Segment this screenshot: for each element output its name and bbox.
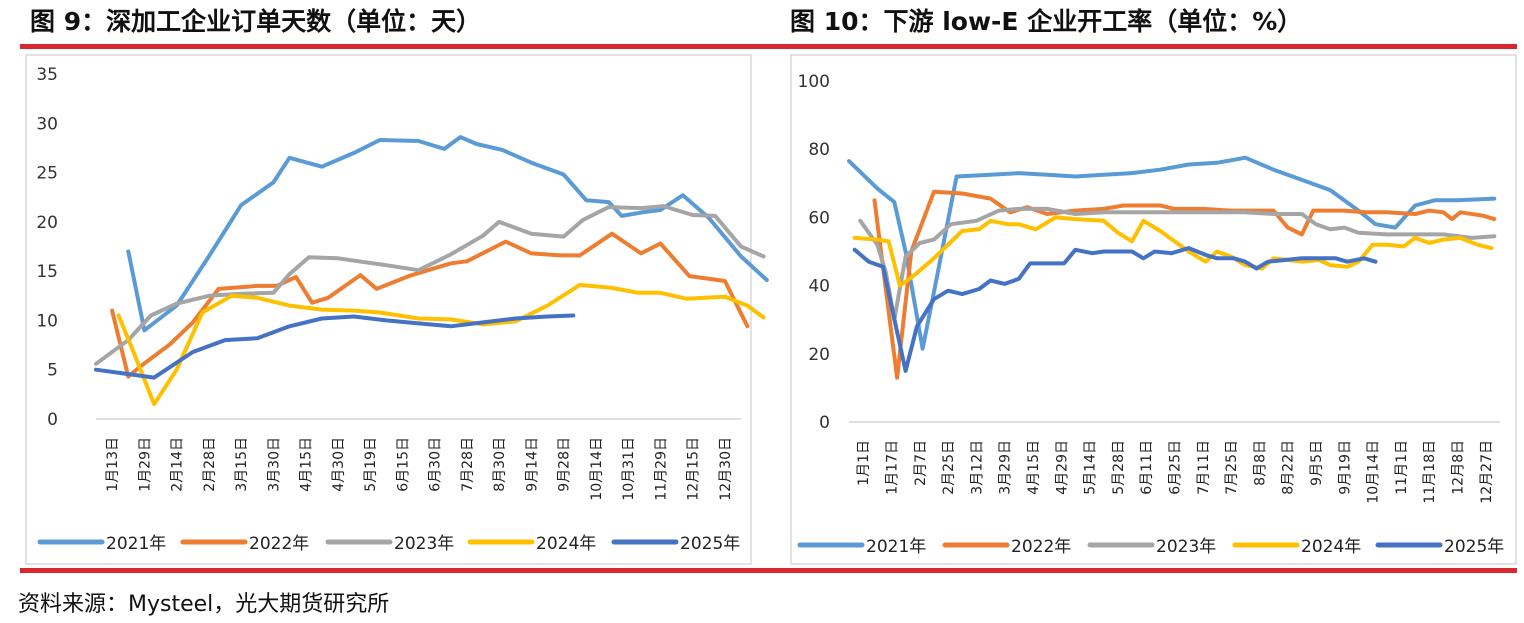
x-tick-label: 11月29日 — [653, 437, 669, 501]
y-tick-label: 0 — [819, 413, 830, 433]
legend-label: 2025年 — [680, 534, 740, 554]
x-tick-label: 2月14日 — [170, 437, 186, 492]
chart-left: 0 5 10 15 20 25 30 35 1月13日 1月29日 2月14日 2月28日 3月15日 3… — [36, 65, 769, 554]
x-tick-label: 5月28日 — [1111, 440, 1127, 495]
x-tick-label: 6月25日 — [1168, 440, 1184, 495]
legend-item-2023: 2023年 — [1087, 537, 1216, 557]
x-tick-label: 9月5日 — [1309, 440, 1325, 486]
legend-item-2021: 2021年 — [797, 537, 926, 557]
x-tick-label: 1月1日 — [856, 440, 872, 486]
x-tick-label: 11月18日 — [1422, 440, 1438, 504]
legend-item-2021: 2021年 — [37, 534, 166, 554]
accent-bar-top — [20, 44, 1517, 49]
chart-title-right: 图 10：下游 low-E 企业开工率（单位：%） — [790, 7, 1303, 36]
series-line-2021 — [126, 135, 769, 333]
y-tick-label: 80 — [808, 140, 830, 160]
chart-title-left: 图 9：深加工企业订单天数（单位：天） — [30, 7, 482, 36]
x-tick-label: 4月15日 — [1026, 440, 1042, 495]
x-tick-label: 6月11日 — [1139, 440, 1155, 495]
x-tick-label: 5月19日 — [363, 437, 379, 492]
legend-label: 2025年 — [1444, 537, 1504, 557]
x-tick-label: 7月25日 — [1224, 440, 1240, 495]
x-tick-label: 12月27日 — [1479, 440, 1495, 504]
x-tick-label: 7月11日 — [1196, 440, 1212, 495]
x-tick-label: 7月28日 — [460, 437, 476, 492]
y-tick-label: 20 — [36, 213, 58, 233]
x-tick-label: 2月7日 — [913, 440, 929, 486]
legend-item-2022: 2022年 — [180, 534, 309, 554]
legend-label: 2022年 — [1011, 537, 1071, 557]
legend-item-2024: 2024年 — [1232, 537, 1361, 557]
series-line-2022 — [110, 231, 750, 379]
chart-frame-right — [790, 54, 1517, 565]
accent-bar-bottom — [20, 568, 1517, 573]
x-tick-label: 12月30日 — [718, 437, 734, 501]
series-line-2023 — [858, 206, 1497, 322]
source-note: 资料来源：Mysteel，光大期货研究所 — [18, 592, 390, 617]
y-tick-label: 35 — [36, 65, 58, 85]
legend-label: 2024年 — [1301, 537, 1361, 557]
legend-item-2022: 2022年 — [942, 537, 1071, 557]
legend-label: 2023年 — [394, 534, 454, 554]
x-tick-label: 4月15日 — [299, 437, 315, 492]
x-tick-label: 3月15日 — [234, 437, 250, 492]
series-line-2023 — [94, 204, 766, 366]
x-tick-label: 6月30日 — [428, 437, 444, 492]
x-tick-label: 3月30日 — [266, 437, 282, 492]
y-tick-label: 60 — [808, 208, 830, 228]
x-tick-label: 9月19日 — [1337, 440, 1353, 495]
x-tick-label: 12月15日 — [686, 437, 702, 501]
y-tick-label: 100 — [798, 72, 830, 92]
legend-label: 2023年 — [1156, 537, 1216, 557]
x-tick-label: 9月28日 — [557, 437, 573, 492]
y-tick-label: 20 — [808, 345, 830, 365]
y-tick-label: 0 — [47, 410, 58, 430]
x-tick-label: 12月8日 — [1451, 440, 1467, 495]
x-tick-label: 1月13日 — [105, 437, 121, 492]
legend-label: 2022年 — [249, 534, 309, 554]
y-tick-label: 30 — [36, 114, 58, 134]
x-tick-label: 10月14日 — [589, 437, 605, 501]
legend-label: 2024年 — [536, 534, 596, 554]
series-line-2021 — [847, 155, 1497, 351]
x-tick-label: 1月29日 — [137, 437, 153, 492]
y-tick-label: 15 — [36, 262, 58, 282]
series-line-2024 — [852, 215, 1494, 288]
series-line-2025 — [852, 246, 1378, 373]
x-tick-label: 1月17日 — [884, 440, 900, 495]
legend-label: 2021年 — [106, 534, 166, 554]
legend-item-2024: 2024年 — [467, 534, 596, 554]
x-tick-label: 10月14日 — [1366, 440, 1382, 504]
series-line-2025 — [94, 313, 576, 380]
x-tick-label: 6月15日 — [395, 437, 411, 492]
y-tick-label: 5 — [47, 361, 58, 381]
legend-item-2023: 2023年 — [325, 534, 454, 554]
x-tick-label: 9月14日 — [524, 437, 540, 492]
y-tick-label: 25 — [36, 164, 58, 184]
x-tick-label: 4月30日 — [331, 437, 347, 492]
x-tick-label: 8月8日 — [1252, 440, 1268, 486]
series-line-2024 — [116, 282, 766, 407]
x-tick-label: 10月31日 — [621, 437, 637, 501]
x-tick-label: 2月25日 — [941, 440, 957, 495]
legend-item-2025: 2025年 — [611, 534, 740, 554]
x-tick-label: 2月28日 — [202, 437, 218, 492]
x-tick-label: 3月29日 — [998, 440, 1014, 495]
legend-item-2025: 2025年 — [1375, 537, 1504, 557]
x-tick-label: 8月22日 — [1281, 440, 1297, 495]
y-tick-label: 10 — [36, 311, 58, 331]
x-tick-label: 11月1日 — [1394, 440, 1410, 495]
x-tick-label: 8月30日 — [492, 437, 508, 492]
x-tick-label: 3月12日 — [969, 440, 985, 495]
chart-frame-left — [25, 54, 752, 565]
x-tick-label: 5月14日 — [1083, 440, 1099, 495]
chart-right: 0 20 40 60 80 100 1月1日 1月17日 2月7日 2月25日 3月12日 3月29日… — [797, 72, 1504, 557]
x-tick-label: 4月29日 — [1054, 440, 1070, 495]
legend-label: 2021年 — [866, 537, 926, 557]
y-tick-label: 40 — [808, 277, 830, 297]
